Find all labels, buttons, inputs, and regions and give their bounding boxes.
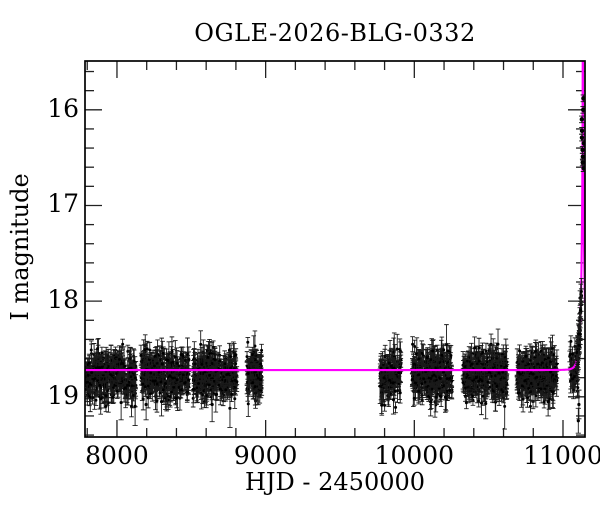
x-tick-label-8000: 8000 [85,441,149,470]
x-tick-label-10000: 10000 [374,441,455,470]
y-tick-label-18: 18 [47,285,79,315]
plot-title: OGLE-2026-BLG-0332 [194,19,476,47]
y-axis-label: I magnitude [6,173,34,321]
y-tick-label-19: 19 [47,380,79,410]
x-axis-label: HJD - 2450000 [244,468,426,496]
x-tick-label-9000: 9000 [233,441,298,470]
x-tick-label-11000: 11000 [523,441,600,470]
y-tick-label-17: 17 [47,189,79,219]
y-tick-label-16: 16 [47,93,79,123]
